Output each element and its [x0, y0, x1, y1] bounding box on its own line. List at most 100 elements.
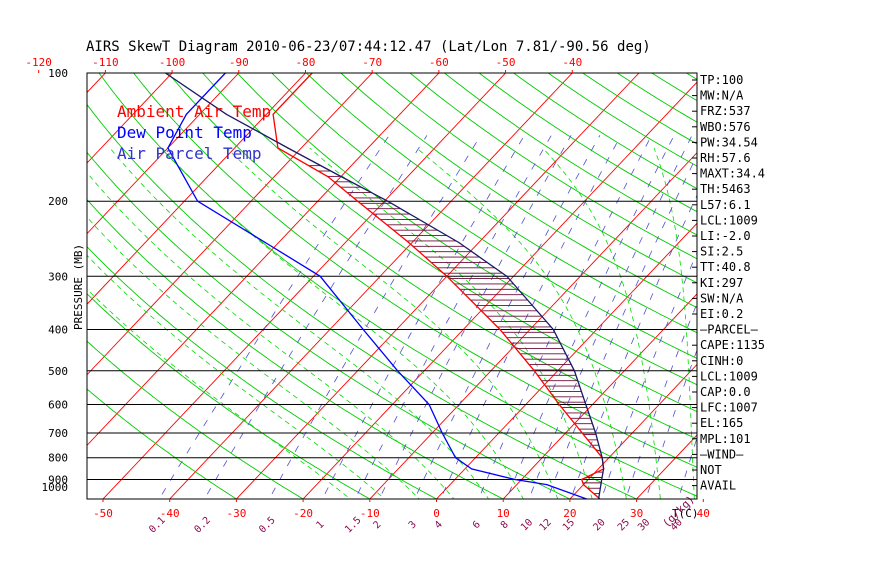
top-temp-tick-label: -90 [229, 56, 249, 69]
pressure-tick-label: 500 [48, 365, 68, 378]
index-label: TH:5463 [700, 182, 751, 196]
parcel-line-point [287, 147, 288, 148]
index-label: TT:40.8 [700, 260, 751, 274]
top-temp-tick-label: -60 [429, 56, 449, 69]
index-label: KI:297 [700, 276, 743, 290]
parcel-line-point [595, 432, 596, 433]
dewpoint-line-point [546, 484, 547, 485]
ambient-temp-line [273, 73, 603, 499]
parcel-line-point [601, 479, 602, 480]
mixing-ratio-tick-label: 2 [372, 519, 384, 531]
parcel-line-point [603, 468, 604, 469]
dewpoint-line-point [442, 432, 443, 433]
mixing-ratio-line [199, 135, 427, 508]
dry-adiabat-line [399, 64, 870, 509]
top-temp-tick-label: -80 [296, 56, 316, 69]
index-label: LCL:1009 [700, 213, 758, 227]
index-label: SI:2.5 [700, 245, 743, 259]
bottom-temp-tick-label: 10 [497, 507, 510, 520]
mixing-ratio-tick-label: 0.2 [192, 515, 213, 536]
dry-adiabat-line [365, 64, 870, 509]
index-label: MPL:101 [700, 432, 751, 446]
ambient-temp-line-point [357, 201, 358, 202]
index-label: MW:N/A [700, 89, 744, 103]
chart-title: AIRS SkewT Diagram 2010-06-23/07:44:12.4… [86, 39, 651, 55]
dewpoint-line-point [197, 201, 198, 202]
index-label: RH:57.6 [700, 151, 751, 165]
pressure-tick-label: 1000 [42, 481, 69, 494]
index-label: CINH:0 [700, 354, 743, 368]
index-label: LI:-2.0 [700, 229, 751, 243]
pressure-tick-label: 800 [48, 452, 68, 465]
index-label: LFC:1007 [700, 401, 758, 415]
bottom-temp-tick-label: -30 [226, 507, 246, 520]
top-temp-tick-label: -110 [92, 56, 119, 69]
bottom-temp-tick-label: -10 [360, 507, 380, 520]
dewpoint-line-point [363, 329, 364, 330]
stability-indices: TP:100MW:N/AFRZ:537WBO:576PW:34.54RH:57.… [692, 73, 765, 493]
ambient-temp-line-point [273, 114, 274, 115]
legend-entry: Ambient Air Temp [117, 102, 271, 121]
mixing-ratio-tick-label: 20 [591, 517, 607, 533]
dewpoint-line-point [514, 479, 515, 480]
parcel-line-point [458, 242, 459, 243]
index-label: TP:100 [700, 73, 743, 87]
dewpoint-line-point [320, 276, 321, 277]
top-temp-tick-label: -70 [362, 56, 382, 69]
top-temp-tick-label: -40 [562, 56, 582, 69]
mixing-ratio-tick-label: 1 [314, 519, 326, 531]
mixing-ratio-tick-label: 10 [519, 517, 535, 533]
index-label: —WIND— [700, 447, 744, 461]
mixing-ratio-tick-label: 4 [433, 519, 445, 531]
index-label: EL:165 [700, 416, 743, 430]
index-label: AVAIL [700, 479, 736, 493]
dry-adiabat-line [637, 64, 870, 509]
top-temp-tick-label: -50 [496, 56, 516, 69]
pressure-tick-label: 600 [48, 398, 68, 411]
top-temp-tick-label: -120 [25, 56, 52, 69]
ambient-temp-line-point [446, 276, 447, 277]
index-label: CAP:0.0 [700, 385, 751, 399]
ambient-temp-line-point [583, 484, 584, 485]
index-label: L57:6.1 [700, 198, 751, 212]
mixing-ratio-line [264, 135, 480, 508]
dewpoint-line-point [471, 468, 472, 469]
mixing-ratio-tick-label: 6 [471, 519, 483, 531]
isotherm-line [228, 64, 648, 509]
ambient-temp-line-point [581, 479, 582, 480]
ambient-temp-line-point [277, 147, 278, 148]
parcel-line-point [602, 457, 603, 458]
mixing-ratio-tick-label: 8 [499, 519, 511, 531]
parcel-line-point [585, 404, 586, 405]
mixing-ratio-tick-label: 3 [407, 519, 419, 531]
parcel-line-point [600, 484, 601, 485]
ambient-temp-line-point [408, 242, 409, 243]
dewpoint-line-point [455, 457, 456, 458]
isotherm-line [0, 64, 114, 509]
index-label: —PARCEL— [700, 323, 759, 337]
dry-adiabat-line [228, 64, 870, 509]
pressure-tick-label: 400 [48, 323, 68, 336]
mixing-ratio-line [544, 135, 707, 508]
moist-adiabat-line [162, 148, 528, 508]
parcel-line-point [506, 276, 507, 277]
index-label: MAXT:34.4 [700, 167, 765, 181]
y-axis-label: PRESSURE (MB) [72, 244, 85, 330]
ambient-temp-line-point [327, 176, 328, 177]
moist-adiabat-line [110, 148, 495, 508]
parcel-line-point [574, 370, 575, 371]
bottom-temp-tick-label: -50 [93, 507, 113, 520]
moist-adiabat-line [654, 148, 695, 508]
moist-adiabat-line [417, 148, 628, 508]
moist-adiabat-line [543, 148, 662, 508]
bottom-temp-tick-label: 30 [630, 507, 643, 520]
isotherm-line [0, 64, 48, 509]
mixing-ratio-tick-label: 0.5 [257, 515, 278, 536]
bottom-temp-tick-label: -20 [293, 507, 313, 520]
dewpoint-line-point [397, 370, 398, 371]
dry-adiabat-line [467, 64, 870, 509]
isotherm-line [761, 64, 870, 509]
parcel-line-point [340, 176, 341, 177]
dry-adiabat-line [501, 64, 870, 509]
